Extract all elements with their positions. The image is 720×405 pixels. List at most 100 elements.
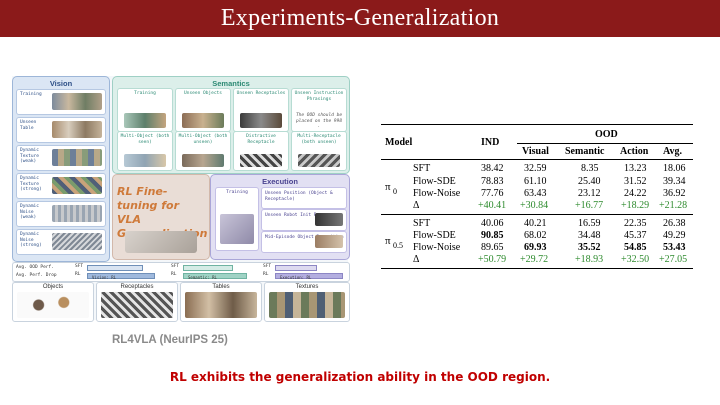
figure-caption: RL4VLA (NeurIPS 25) [112, 334, 228, 346]
rl4vla-figure: Vision Training Unseen Table Dynamic Tex… [12, 76, 350, 322]
pi-symbol: π [385, 181, 391, 193]
semantics-item: Distractive Receptacle [233, 131, 289, 171]
objects-thumbnail [17, 292, 89, 318]
action-cell-best: 54.85 [624, 242, 647, 253]
textures-cell: Textures [264, 282, 350, 322]
vision-thumbnail [52, 233, 102, 250]
action-delta: +32.50 [621, 254, 650, 265]
visual-cell: 63.43 [524, 188, 547, 199]
visual-cell: 61.10 [524, 176, 547, 187]
receptacles-title: Receptacles [120, 284, 154, 290]
vision-item-label: Dynamic Noise (strong) [20, 232, 42, 248]
semantics-item: Unseen Receptacles [233, 88, 289, 132]
bar-label-sft: SFT [171, 264, 180, 269]
conclusion-message: RL exhibits the generalization ability i… [169, 370, 551, 384]
visual-cell-best: 69.93 [524, 242, 547, 253]
vision-thumbnail [52, 205, 102, 222]
bar-vision-sft [87, 265, 143, 271]
semantic-delta: +16.77 [575, 200, 604, 211]
semantics-panel: Semantics Training Unseen Objects Unseen… [112, 76, 350, 174]
metric-ood-label: Avg. OOD Perf. [16, 265, 54, 270]
vision-item-label: Dynamic Noise (weak) [20, 204, 39, 220]
header-action: Action [620, 146, 649, 157]
semantics-title: Semantics [212, 79, 250, 88]
execution-result-label: Execution: RL [280, 275, 312, 280]
semantic-cell: 25.40 [578, 176, 601, 187]
bar-execution-rl [275, 273, 343, 279]
semantics-item-label: Multi-Object (both unseen) [178, 134, 228, 145]
vision-result-label: Vision: RL [92, 275, 117, 280]
robot-scene-image [125, 231, 197, 253]
group-pi05-label: π 0.5 [385, 235, 403, 250]
method-cell: SFT [413, 163, 431, 174]
semantics-thumbnail [298, 154, 340, 167]
semantic-cell: 16.59 [578, 218, 601, 229]
execution-item-label: Training [226, 190, 248, 195]
vision-thumbnail [52, 121, 102, 138]
vision-item-label: Dynamic Texture (strong) [20, 176, 42, 192]
group-rule [381, 214, 693, 215]
semantics-item-label: Unseen Instruction Phrasings [294, 91, 344, 102]
semantic-cell: 23.12 [578, 188, 601, 199]
execution-thumbnail [315, 235, 343, 248]
semantics-thumbnail [240, 154, 282, 167]
vision-item-label: Unseen Table [20, 120, 37, 131]
perf-bar-strip: Avg. OOD Perf. Avg. Perf. Drop SFT RL SF… [12, 262, 350, 282]
bar-semantic-rl [183, 273, 247, 279]
vision-thumbnail [52, 177, 102, 194]
execution-thumbnail [315, 213, 343, 226]
avg-cell: 18.06 [663, 163, 686, 174]
semantics-item-label: Unseen Objects [184, 91, 222, 96]
action-cell: 31.52 [624, 176, 647, 187]
textures-title: Textures [295, 284, 319, 290]
metric-drop-label: Avg. Perf. Drop [16, 273, 57, 278]
vision-item: Dynamic Texture (strong) [16, 173, 106, 199]
header-avg: Avg. [663, 146, 682, 157]
execution-item-label: Unseen Robot Init Pose [265, 213, 325, 218]
vision-thumbnail [52, 149, 102, 166]
action-cell: 24.22 [624, 188, 647, 199]
header-rule [381, 159, 693, 160]
header-ind: IND [481, 137, 500, 148]
bar-label-rl: RL [171, 272, 177, 277]
receptacles-cell: Receptacles [96, 282, 178, 322]
semantics-item: Multi-Receptacle (both unseen) [291, 131, 347, 171]
semantics-item: Unseen Objects [175, 88, 231, 132]
vision-item: Dynamic Noise (weak) [16, 201, 106, 227]
avg-cell: 26.38 [663, 218, 686, 229]
bar-label-rl: RL [263, 272, 269, 277]
bar-label-sft: SFT [75, 264, 84, 269]
vision-item: Training [16, 89, 106, 115]
execution-item: Unseen Position (Object & Receptacle) [261, 187, 347, 209]
visual-cell: 32.59 [524, 163, 547, 174]
vision-item: Dynamic Texture (weak) [16, 145, 106, 171]
avg-cell: 49.29 [663, 230, 686, 241]
visual-delta: +30.84 [520, 200, 549, 211]
slide-title: Experiments-Generalization [220, 5, 500, 31]
visual-delta: +29.72 [520, 254, 549, 265]
semantics-quote: The OOD should be placed on the 998 . [295, 113, 343, 129]
title-bar: Experiments-Generalization [0, 0, 720, 37]
execution-title: Execution [262, 177, 298, 186]
header-semantic: Semantic [565, 146, 605, 157]
rl-finetuning-panel: RL Fine-tuning for VLA Generalization [112, 174, 210, 260]
execution-item-label: Mid-Episode Object Reposition [265, 235, 344, 240]
pi-symbol: π [385, 235, 391, 247]
vision-item-label: Training [20, 92, 42, 97]
ind-cell: 38.42 [481, 163, 504, 174]
tables-thumbnail [185, 292, 257, 318]
vision-item-label: Dynamic Texture (weak) [20, 148, 39, 164]
semantics-item: Multi-Object (both seen) [117, 131, 173, 171]
ind-cell-best: 90.85 [481, 230, 504, 241]
execution-item-label: Unseen Position (Object & Receptacle) [265, 191, 333, 202]
ind-cell: 89.65 [481, 242, 504, 253]
avg-cell-best: 53.43 [663, 242, 686, 253]
ind-cell: 40.06 [481, 218, 504, 229]
bar-vision-rl [87, 273, 155, 279]
execution-item: Unseen Robot Init Pose [261, 209, 347, 231]
avg-delta: +27.05 [659, 254, 688, 265]
semantics-item-label: Distractive Receptacle [246, 134, 276, 145]
ind-cell: 77.76 [481, 188, 504, 199]
semantic-result-label: Semantic: RL [188, 275, 217, 280]
